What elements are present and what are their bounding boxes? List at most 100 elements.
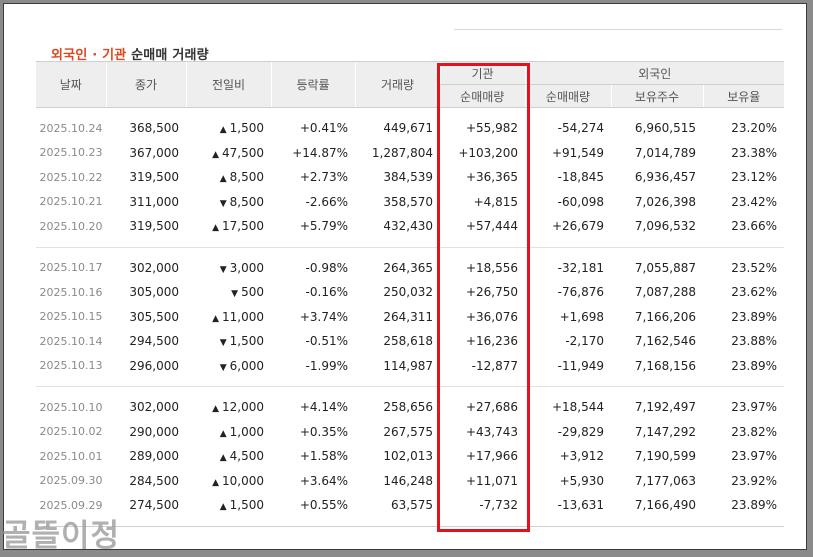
triangle-down-icon: ▼ xyxy=(219,198,227,209)
triangle-up-icon: ▲ xyxy=(219,428,227,439)
cell-rate: +5.79% xyxy=(299,219,348,234)
table-row: 2025.10.10 302,000 ▲ 12,000 +4.14% 258,656 +27… xyxy=(36,395,784,420)
section-title: 외국인 · 기관 순매매 거래량 xyxy=(51,44,209,63)
cell-inst-net: +55,982 xyxy=(465,121,518,136)
cell-foreign-net: -18,845 xyxy=(557,170,604,185)
cell-rate: -0.98% xyxy=(305,260,348,275)
cell-rate: +0.55% xyxy=(299,498,348,513)
table-bottom-line xyxy=(36,525,785,527)
cell-inst-net: +36,365 xyxy=(465,170,518,185)
header-inst-net: 순매매량 xyxy=(440,84,525,108)
cell-foreign-holdings: 7,026,398 xyxy=(634,194,696,209)
cell-volume: 114,987 xyxy=(383,358,433,373)
cell-foreign-net: +5,930 xyxy=(559,473,604,488)
header-foreign-holdings: 보유주수 xyxy=(610,84,703,108)
cell-close: 368,500 xyxy=(129,121,179,136)
watermark: 골뜰이정 xyxy=(2,518,121,554)
cell-foreign-holdings: 7,087,288 xyxy=(634,285,696,300)
cell-close: 289,000 xyxy=(129,449,179,464)
table-row: 2025.10.23 367,000 ▲ 47,500 +14.87% 1,287,804… xyxy=(36,141,784,166)
row-spacer xyxy=(36,108,784,117)
cell-change-value: 4,500 xyxy=(229,449,264,464)
header-foreign-net: 순매매량 xyxy=(524,84,611,108)
table-row: 2025.10.13 296,000 ▼ 6,000 -1.99% 114,987 -12,… xyxy=(36,354,784,379)
cell-foreign-ratio: 23.52% xyxy=(731,260,778,275)
cell-date: 2025.10.20 xyxy=(39,219,103,233)
cell-foreign-ratio: 23.62% xyxy=(731,285,778,300)
cell-change: ▲ 17,500 xyxy=(186,214,271,239)
cell-date: 2025.10.15 xyxy=(39,310,103,324)
cell-date: 2025.09.29 xyxy=(39,498,103,512)
cell-change-value: 1,500 xyxy=(229,498,264,513)
group-divider xyxy=(36,378,785,387)
cell-close: 294,500 xyxy=(129,334,179,349)
cell-volume: 250,032 xyxy=(383,285,433,300)
triangle-up-icon: ▲ xyxy=(212,477,219,488)
triangle-down-icon: ▼ xyxy=(231,289,239,300)
cell-foreign-holdings: 7,055,887 xyxy=(634,260,696,275)
cell-volume: 63,575 xyxy=(391,498,433,513)
cell-rate: +1.58% xyxy=(299,449,348,464)
cell-inst-net: +103,200 xyxy=(458,145,518,160)
cell-foreign-holdings: 7,192,497 xyxy=(634,400,696,415)
cell-foreign-holdings: 7,096,532 xyxy=(634,219,696,234)
cell-close: 296,000 xyxy=(129,358,179,373)
cell-inst-net: +43,743 xyxy=(465,424,518,439)
triangle-up-icon: ▲ xyxy=(219,502,227,513)
cell-change-value: 11,000 xyxy=(222,309,264,324)
cell-inst-net: +36,076 xyxy=(465,309,518,324)
top-divider xyxy=(454,29,782,30)
triangle-up-icon: ▲ xyxy=(219,125,227,136)
cell-change-value: 47,500 xyxy=(222,145,264,160)
cell-volume: 258,618 xyxy=(383,334,433,349)
table-row: 2025.10.15 305,500 ▲ 11,000 +3.74% 264,311 +36… xyxy=(36,305,784,330)
cell-change-value: 10,000 xyxy=(222,473,264,488)
cell-date: 2025.10.17 xyxy=(39,261,103,275)
triangle-down-icon: ▼ xyxy=(219,338,227,349)
cell-close: 305,500 xyxy=(129,309,179,324)
cell-foreign-ratio: 23.89% xyxy=(731,309,778,324)
cell-close: 305,000 xyxy=(129,285,179,300)
cell-change-value: 1,000 xyxy=(229,424,264,439)
cell-foreign-net: -32,181 xyxy=(557,260,604,275)
cell-rate: +0.35% xyxy=(299,424,348,439)
cell-foreign-ratio: 23.66% xyxy=(731,219,778,234)
cell-change: ▼ 6,000 xyxy=(186,354,271,379)
trading-table: 날짜 종가 전일비 등락률 거래량 기관 외국인 순매매량 순매매량 보유주수 … xyxy=(36,61,785,527)
cell-date: 2025.10.21 xyxy=(39,195,103,209)
cell-close: 290,000 xyxy=(129,424,179,439)
cell-rate: +2.73% xyxy=(299,170,348,185)
cell-foreign-holdings: 7,177,063 xyxy=(634,473,696,488)
cell-date: 2025.10.24 xyxy=(39,121,103,135)
cell-inst-net: +16,236 xyxy=(465,334,518,349)
table-row: 2025.10.16 305,000 ▼ 500 -0.16% 250,032 +26,75… xyxy=(36,280,784,305)
cell-inst-net: +57,444 xyxy=(465,219,518,234)
cell-foreign-holdings: 7,147,292 xyxy=(634,424,696,439)
cell-close: 311,000 xyxy=(129,194,179,209)
table-row: 2025.10.02 290,000 ▲ 1,000 +0.35% 267,575 +43,… xyxy=(36,420,784,445)
triangle-down-icon: ▼ xyxy=(219,264,227,275)
cell-date: 2025.10.22 xyxy=(39,170,103,184)
cell-foreign-ratio: 23.42% xyxy=(731,194,778,209)
cell-change: ▲ 1,000 xyxy=(186,420,271,445)
cell-date: 2025.10.01 xyxy=(39,449,103,463)
cell-rate: +0.41% xyxy=(299,121,348,136)
cell-inst-net: -7,732 xyxy=(479,498,518,513)
cell-close: 367,000 xyxy=(129,145,179,160)
cell-foreign-ratio: 23.88% xyxy=(731,334,778,349)
header-foreign: 외국인 xyxy=(524,61,785,85)
cell-date: 2025.10.16 xyxy=(39,285,103,299)
section-title-rest: 순매매 거래량 xyxy=(126,48,209,63)
cell-foreign-holdings: 7,014,789 xyxy=(634,145,696,160)
cell-foreign-ratio: 23.20% xyxy=(731,121,778,136)
cell-foreign-net: -60,098 xyxy=(557,194,604,209)
row-spacer xyxy=(36,247,784,256)
cell-close: 302,000 xyxy=(129,260,179,275)
cell-foreign-holdings: 7,166,490 xyxy=(634,498,696,513)
triangle-up-icon: ▲ xyxy=(212,223,219,234)
cell-change-value: 17,500 xyxy=(222,219,264,234)
cell-close: 302,000 xyxy=(129,400,179,415)
table-row: 2025.10.21 311,000 ▼ 8,500 -2.66% 358,570 +4,8… xyxy=(36,190,784,215)
cell-inst-net: +4,815 xyxy=(473,194,518,209)
cell-foreign-net: +26,679 xyxy=(551,219,604,234)
